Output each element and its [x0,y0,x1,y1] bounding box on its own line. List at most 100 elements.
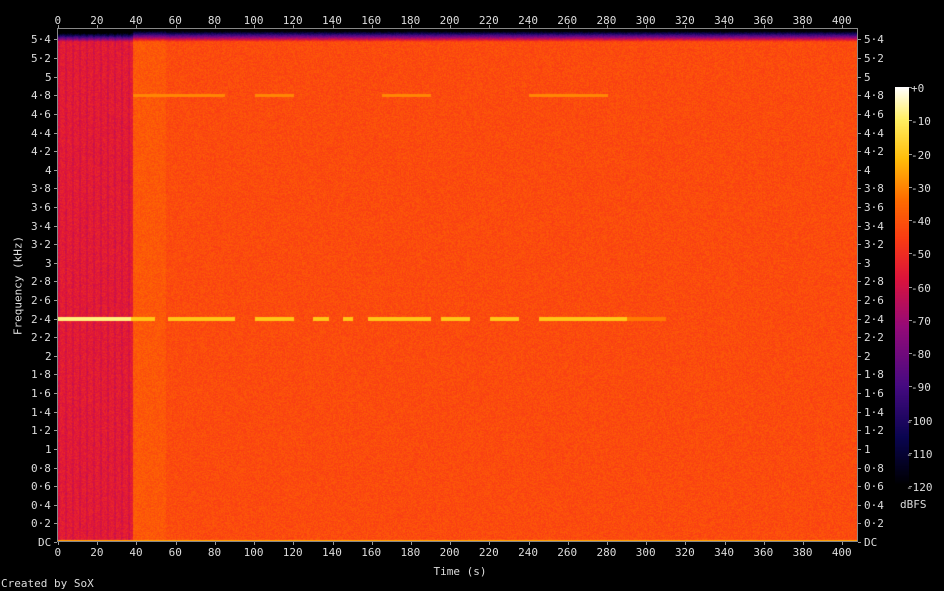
y-tick-label-right: 0·8 [864,461,884,475]
y-tick-label-right: 4 [864,163,871,177]
y-tick-label-right: 1·4 [864,405,884,419]
y-tick-label-right: 5 [864,70,871,84]
colorbar-tick-mark [909,419,912,421]
x-tick-mark [371,25,373,28]
x-tick-label-bottom: 240 [518,546,538,559]
x-tick-mark [97,542,99,545]
y-tick-label-right: 2·2 [864,331,884,345]
x-tick-mark [724,542,726,545]
x-tick-label-bottom: 300 [635,546,656,559]
y-tick-mark [858,337,861,339]
x-tick-mark [254,25,256,28]
colorbar-tick-label: -40 [911,215,931,228]
y-tick-label-right: 0·6 [864,480,884,494]
x-tick-mark [293,25,295,28]
y-tick-label-right: 0·2 [864,517,884,531]
x-tick-mark [803,542,805,545]
y-axis-label: Frequency (kHz) [11,235,25,336]
x-tick-mark [175,25,177,28]
y-tick-mark [858,467,861,469]
y-tick-label-left: 4·6 [31,107,51,121]
colorbar-tick-mark [909,87,912,88]
x-tick-mark [528,25,530,28]
y-tick-label-left: 2·2 [31,331,51,345]
colorbar-tick-mark [909,120,912,122]
x-tick-label-bottom: 120 [282,546,303,559]
x-axis-label: Time (s) [433,565,487,578]
colorbar-tick-label: -80 [911,348,931,361]
y-tick-mark [54,430,57,432]
colorbar-tick-label: -30 [911,181,931,195]
spectrogram-heatmap [58,29,858,542]
colorbar-tick-mark [909,386,912,388]
y-tick-mark [54,113,57,115]
x-tick-label-bottom: 0 [54,546,62,559]
x-tick-mark [136,542,138,545]
colorbar-tick-mark [909,220,912,221]
x-tick-label-bottom: 340 [714,546,735,559]
x-tick-label-top: 340 [714,14,735,27]
y-tick-label-right: 5·4 [864,33,884,47]
y-tick-label-right: 4·6 [864,107,884,121]
y-tick-label-left: 1·8 [31,368,51,382]
y-tick-label-left: 2·4 [31,312,51,326]
y-tick-label-right: 2·8 [864,275,884,289]
y-tick-label-left: 0·6 [31,480,51,494]
y-tick-mark [858,39,861,41]
y-tick-mark [858,132,861,134]
y-tick-mark [54,76,57,78]
y-tick-mark [858,393,861,395]
y-tick-mark [858,244,861,246]
y-tick-label-right: 5·2 [864,52,884,66]
y-tick-mark [54,206,57,208]
x-tick-label-top: 280 [596,14,617,27]
x-tick-mark [685,542,687,545]
y-tick-label-right: 2·6 [864,294,884,308]
x-tick-mark [410,542,412,545]
y-tick-mark [54,337,57,339]
y-tick-mark [54,448,57,450]
y-tick-mark [54,95,57,97]
y-tick-label-left: 2·6 [31,294,51,308]
colorbar-tick-mark [909,452,912,454]
y-tick-mark [858,411,861,413]
x-tick-mark [214,542,216,545]
x-tick-label-bottom: 40 [129,546,143,559]
colorbar-tick-label: -120 [906,481,933,494]
x-tick-mark [332,25,334,28]
x-tick-label-top: 140 [322,14,342,27]
y-tick-label-right: 0·4 [864,498,884,512]
x-tick-mark [450,542,452,545]
x-tick-mark [293,542,295,545]
y-tick-label-right: 1 [864,442,871,456]
y-tick-mark [858,430,861,432]
x-tick-mark [175,542,177,545]
y-tick-label-left: 0·8 [31,461,51,475]
x-tick-label-top: 120 [282,14,303,27]
y-tick-label-left: 1·4 [31,405,51,419]
y-tick-label-right: 3·4 [864,219,884,233]
y-tick-label-right: 1·2 [864,424,884,438]
x-tick-mark [567,25,569,28]
y-tick-label-right: 3·6 [864,200,884,214]
colorbar-tick-mark [909,286,912,288]
x-tick-label-bottom: 180 [400,546,421,559]
y-tick-label-left: 4·8 [31,89,51,103]
x-tick-label-top: 60 [168,14,182,27]
y-tick-label-left: 3·2 [31,238,51,252]
x-tick-label-bottom: 220 [478,546,499,559]
y-tick-mark [858,281,861,283]
y-tick-mark [858,151,861,153]
colorbar-tick-label: -50 [911,248,931,262]
y-tick-label-left: 3 [45,256,52,270]
y-tick-mark [54,504,57,506]
y-tick-label-right: 2 [864,349,871,363]
y-tick-mark [858,374,861,376]
x-tick-label-top: 180 [400,14,421,27]
x-tick-label-top: 0 [54,14,62,27]
y-tick-mark [54,300,57,302]
x-tick-label-top: 240 [518,14,538,27]
x-tick-mark [842,542,844,545]
y-tick-label-left: 3·8 [31,182,51,196]
x-tick-label-bottom: 200 [439,546,460,559]
